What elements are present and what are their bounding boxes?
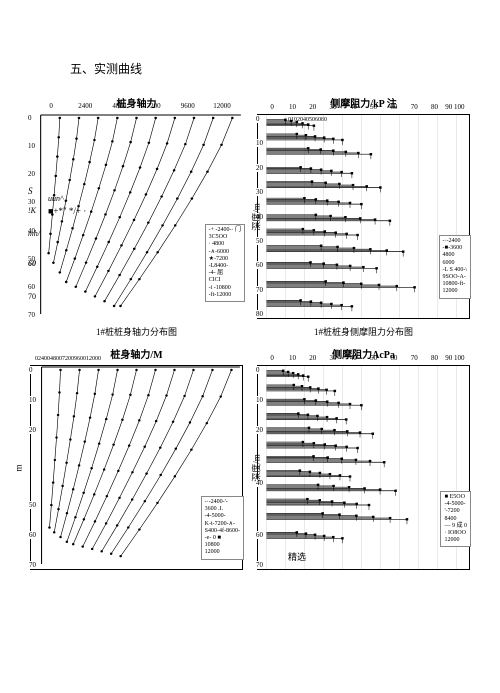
chart-1-box: 0102030405060708090 100 0102040506080 01… (257, 114, 470, 319)
chart-0-box: 0240048007200960012000 010203040506070 S… (30, 114, 243, 319)
chart-1-xticks: 0102030405060708090 100 (258, 103, 469, 111)
chart-0-uun: uun^ (48, 194, 63, 203)
chart-0-marks: ■+*" */+ · (48, 206, 86, 216)
chart-2: 桩身轴力/M 0240048007200960012000 0102050607… (30, 346, 243, 570)
charts-row-1: 桩身轴力 0240048007200960012000 010203040506… (30, 95, 470, 338)
chart-0-side-60: 60 (28, 259, 36, 268)
chart-3-xticks: 0102030405060708090 100 (258, 354, 469, 362)
chart-0: 桩身轴力 0240048007200960012000 010203040506… (30, 95, 243, 338)
chart-0-side-S: S (28, 186, 33, 196)
chart-3-legend: ■ E5OO-4-5000-'-72008400— 9 成 0· IO8OO12… (440, 491, 471, 547)
chart-0-caption: 1#桩桩身轴力分布图 (30, 325, 243, 338)
chart-2-xticks-compact: 0240048007200960012000 (35, 356, 101, 362)
chart-1-legend: -·-2400-■-360048006000-L S 400-\9SOO-A-1… (439, 235, 471, 299)
section-title: 五、实测曲线 (70, 60, 470, 77)
chart-0-side-mh: mh/ (28, 229, 40, 238)
chart-3-box: 0102030405060708090 100 01020406070 深度/m… (257, 365, 470, 570)
chart-2-ylab: m (14, 464, 24, 471)
charts-row-2: 桩身轴力/M 0240048007200960012000 0102050607… (30, 346, 470, 570)
chart-3: 侧摩阻力AcPa 0102030405060708090 100 0102040… (257, 346, 470, 570)
chart-0-xticks: 0240048007200960012000 (30, 102, 243, 110)
chart-1-caption: 1#桩桩身侧摩阻力分布图 (257, 325, 470, 338)
chart-0-side-K: !K (28, 206, 36, 215)
chart-3-label-bottom: 精选 (288, 550, 306, 563)
chart-0-legend: -+ -2400-· 门3C5OO· 4800-∧-6000★-7200-L84… (205, 224, 245, 302)
chart-0-side-70: 70 (28, 292, 36, 301)
chart-2-box: 0240048007200960012000 01020506070 m -·-… (30, 365, 243, 570)
chart-2-legend: -·-2400-'-3600 .I.-4-5000-K-t-7200-∧-S40… (201, 496, 244, 560)
chart-1: 侧摩阻力/kP 注 0102030405060708090 100 010204… (257, 95, 470, 338)
